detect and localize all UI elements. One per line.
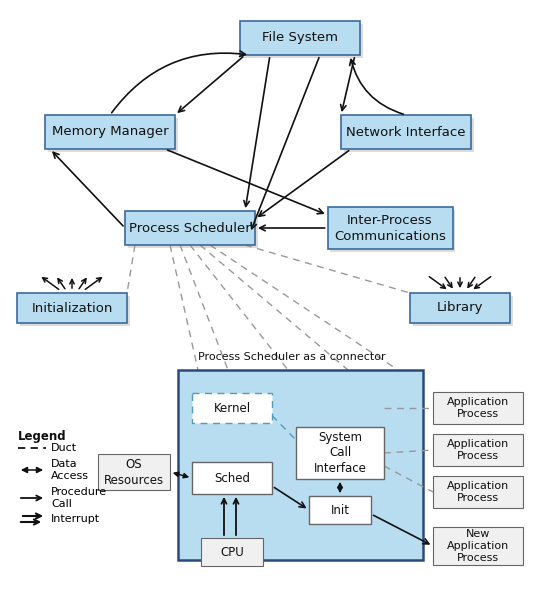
Bar	[296, 427, 384, 479]
Text: New
Application
Process: New Application Process	[447, 529, 509, 563]
Bar	[125, 211, 255, 245]
Bar	[433, 527, 523, 565]
Bar	[192, 393, 272, 423]
Text: Memory Manager: Memory Manager	[52, 126, 169, 139]
Bar	[328, 207, 452, 249]
Text: Initialization: Initialization	[31, 301, 113, 314]
Bar	[309, 496, 371, 524]
Text: Interrupt: Interrupt	[51, 514, 100, 524]
Bar	[201, 538, 263, 566]
Bar	[192, 462, 272, 494]
Bar	[240, 21, 360, 55]
Bar	[17, 293, 127, 323]
Bar	[243, 24, 362, 57]
Bar	[98, 454, 170, 490]
Text: System
Call
Interface: System Call Interface	[313, 431, 366, 476]
Bar	[433, 434, 523, 466]
Text: Sched: Sched	[214, 471, 250, 484]
Bar	[127, 214, 257, 247]
Text: Library: Library	[437, 301, 483, 314]
Bar	[433, 392, 523, 424]
Text: Duct: Duct	[51, 443, 77, 453]
Bar	[412, 296, 513, 326]
Bar	[20, 296, 130, 326]
Text: Data
Access: Data Access	[51, 459, 89, 481]
Text: Network Interface: Network Interface	[346, 126, 466, 139]
Bar	[45, 115, 175, 149]
Bar	[341, 115, 471, 149]
Text: OS
Resources: OS Resources	[104, 457, 164, 487]
Bar	[178, 370, 423, 560]
Text: Kernel: Kernel	[214, 402, 250, 415]
Text: Application
Process: Application Process	[447, 397, 509, 419]
Text: Application
Process: Application Process	[447, 439, 509, 461]
Bar	[433, 476, 523, 508]
Text: Process Scheduler: Process Scheduler	[129, 221, 251, 234]
Text: CPU: CPU	[220, 546, 244, 559]
Text: Inter-Process
Communications: Inter-Process Communications	[334, 214, 446, 242]
Bar	[410, 293, 510, 323]
Text: File System: File System	[262, 31, 338, 44]
Text: Procedure
Call: Procedure Call	[51, 487, 107, 509]
Bar	[48, 117, 177, 152]
Text: Legend: Legend	[18, 430, 66, 443]
Text: Application
Process: Application Process	[447, 481, 509, 503]
Text: Process Scheduler as a connector: Process Scheduler as a connector	[198, 352, 385, 362]
Bar	[330, 209, 455, 251]
Text: Init: Init	[330, 503, 350, 516]
Bar	[344, 117, 473, 152]
